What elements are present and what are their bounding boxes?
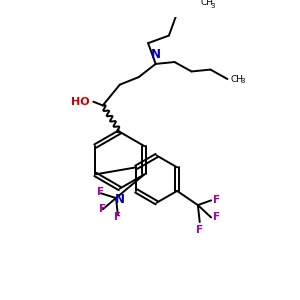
Text: CH: CH — [230, 74, 243, 83]
Text: F: F — [196, 225, 203, 235]
Text: 3: 3 — [241, 78, 245, 84]
Text: F: F — [213, 212, 220, 222]
Text: F: F — [99, 204, 106, 214]
Text: F: F — [213, 195, 220, 206]
Text: 3: 3 — [210, 3, 215, 9]
Text: F: F — [114, 212, 122, 222]
Text: F: F — [97, 187, 104, 197]
Text: N: N — [115, 193, 125, 206]
Text: CH: CH — [200, 0, 213, 7]
Text: HO: HO — [71, 97, 90, 107]
Text: N: N — [151, 48, 161, 61]
